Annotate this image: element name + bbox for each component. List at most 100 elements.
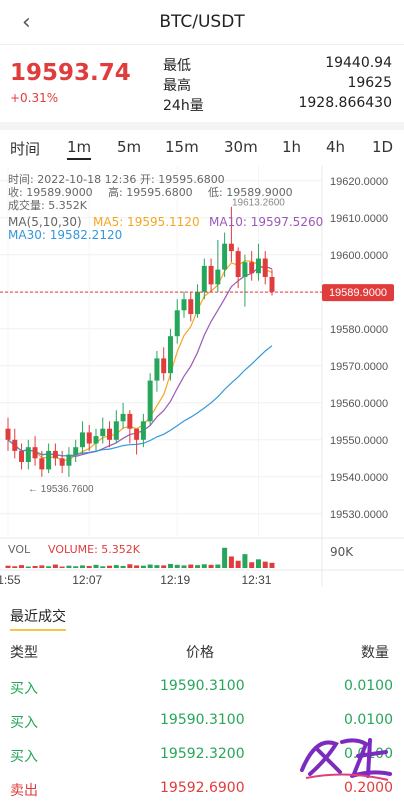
vol-label: VOL <box>8 543 31 556</box>
col-type: 类型 <box>10 645 38 661</box>
volume-bar <box>25 566 31 568</box>
volume-bar <box>167 563 173 568</box>
volume-bar <box>269 562 275 568</box>
candle-body <box>262 258 268 277</box>
candle-body <box>46 450 52 470</box>
ohlc-volume: 成交量: 5.352K <box>8 199 87 212</box>
volume-bar <box>113 565 119 568</box>
candle-body <box>93 436 99 444</box>
tab-30m[interactable]: 30m <box>224 138 258 156</box>
volume-bar <box>215 564 221 568</box>
candle-body <box>100 428 106 437</box>
volume-bar <box>79 565 85 568</box>
price-change: +0.31% <box>10 91 59 105</box>
volume-bar <box>134 565 140 568</box>
candle-body <box>215 269 221 285</box>
trade-qty: 0.0100 <box>344 712 393 728</box>
volume-bar <box>262 561 268 568</box>
candle-body <box>195 291 201 314</box>
tab-time[interactable]: 时间 <box>10 140 41 158</box>
x-tick-label: 12:19 <box>160 573 190 586</box>
volume-bar <box>100 566 106 568</box>
col-price: 价格 <box>186 645 214 661</box>
candle-body <box>66 454 72 466</box>
candle-body <box>59 458 65 466</box>
volume-bar <box>188 564 194 568</box>
candle-body <box>12 439 18 451</box>
candle-body <box>25 447 31 462</box>
y-tick-label: 19580.0000 <box>330 324 388 336</box>
kline-chart[interactable]: 19620.000019610.000019600.000019590.0000… <box>0 166 404 587</box>
watermark-logo <box>300 738 392 781</box>
tab-5m[interactable]: 5m <box>117 138 142 156</box>
volume-bar <box>222 547 228 568</box>
x-tick-label: 11:55 <box>0 573 21 586</box>
tab-4h[interactable]: 4h <box>326 138 346 156</box>
ma30-value: MA30: 19582.2120 <box>8 228 123 242</box>
volume-bar <box>140 565 146 568</box>
volume-bar <box>147 564 153 568</box>
candle-body <box>235 251 241 277</box>
candle-body <box>39 458 45 470</box>
volume-bar <box>208 564 214 568</box>
trade-type: 买入 <box>10 681 38 697</box>
candle-body <box>32 447 38 459</box>
ohlc-open: 开: 19595.6800 <box>140 173 225 186</box>
volume-bar <box>86 565 92 568</box>
volume-bar <box>32 565 38 568</box>
y-tick-label: 19600.0000 <box>330 250 388 262</box>
volume-bar <box>66 565 72 568</box>
candle-body <box>201 265 207 292</box>
volume-bar <box>235 560 241 568</box>
page-title: BTC/USDT <box>159 12 245 32</box>
candle-body <box>174 310 180 337</box>
trade-price: 19592.3200 <box>160 746 245 762</box>
back-chevron-icon[interactable]: ‹ <box>22 10 31 35</box>
trade-qty: 0.0100 <box>344 678 393 694</box>
y-tick-label: 19540.0000 <box>330 472 388 484</box>
ma-label: MA(5,10,30) <box>8 215 82 229</box>
volume-bar <box>195 565 201 568</box>
volume-bar <box>73 566 79 568</box>
y-tick-label: 19530.0000 <box>330 509 388 521</box>
trade-price: 19592.6900 <box>160 780 245 796</box>
candle-body <box>147 380 153 422</box>
ma5-value: MA5: 19595.1120 <box>93 215 200 229</box>
price-tag-bg <box>322 284 394 302</box>
candle-body <box>269 277 275 292</box>
ohlc-time: 时间: 2022-10-18 12:36 <box>8 173 137 186</box>
candle-body <box>19 450 25 462</box>
tab-1h[interactable]: 1h <box>282 138 302 156</box>
max-price-label: 19613.2600 <box>232 198 285 209</box>
trade-qty: 0.2000 <box>344 780 393 796</box>
current-price-tag: 19589.9000 <box>329 287 387 299</box>
interval-tabs: 时间 1m 5m 15m 30m 1h 4h 1D <box>0 138 404 162</box>
volume-bar <box>19 565 25 568</box>
volume-bar <box>52 564 58 568</box>
trade-type: 卖出 <box>10 783 38 799</box>
y-tick-label: 19620.0000 <box>330 176 388 188</box>
tab-1m[interactable]: 1m <box>67 138 92 160</box>
candle-body <box>154 358 160 381</box>
last-price: 19593.74 <box>10 60 131 86</box>
candle-body <box>222 243 228 270</box>
volume-bar <box>161 565 167 568</box>
y-tick-label: 19610.0000 <box>330 213 388 225</box>
volume-bar <box>12 566 18 568</box>
candle-body <box>249 262 255 274</box>
divider <box>0 122 404 130</box>
ma5-line <box>7 260 273 462</box>
ma10-line <box>7 265 273 458</box>
volume-bar <box>5 565 11 568</box>
col-qty: 数量 <box>361 645 389 661</box>
tab-15m[interactable]: 15m <box>165 138 199 156</box>
candle-body <box>134 428 140 440</box>
ma30-line <box>7 345 273 457</box>
tab-1d[interactable]: 1D <box>372 138 394 156</box>
volume-bar <box>120 565 126 568</box>
ohlc-low: 低: 19589.9000 <box>208 186 293 199</box>
y-tick-label: 19570.0000 <box>330 361 388 373</box>
volume-bar <box>228 556 234 568</box>
trade-price: 19590.3100 <box>160 678 245 694</box>
candle-body <box>86 432 92 444</box>
